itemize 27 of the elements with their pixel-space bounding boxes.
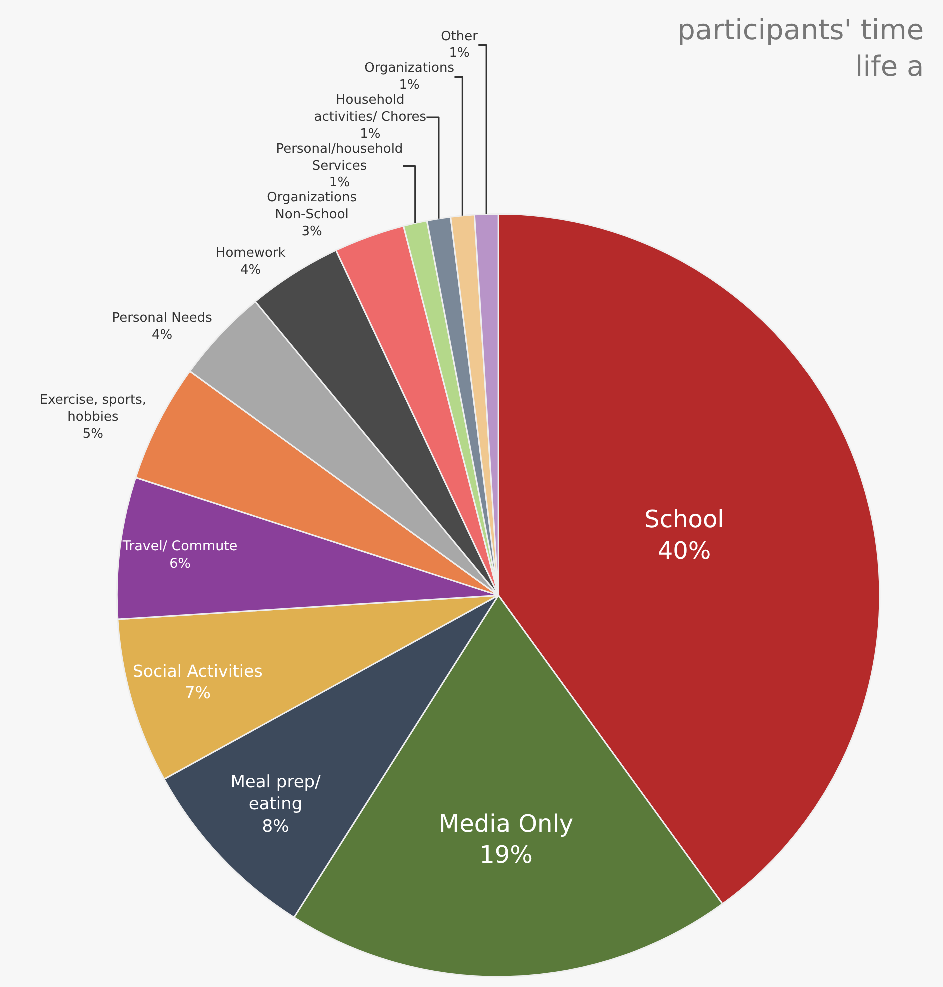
slice-label: Organizations [364, 61, 455, 76]
slice-label: School [644, 506, 724, 534]
slice-label: Personal/household Services [276, 142, 404, 174]
slice-label: Household activities/ Chores [314, 93, 427, 126]
slice-label: Organizations Non-School [267, 190, 358, 223]
chart-title: participants' time life a [678, 13, 924, 83]
data-label: 8% [262, 816, 290, 837]
data-label: 1% [449, 46, 470, 62]
data-label: 1% [329, 176, 350, 191]
data-label: 19% [480, 841, 533, 870]
slice-label: Personal Needs [112, 311, 213, 326]
slice-label: Media Only [438, 810, 574, 838]
slice-label: Travel/ Commute [122, 538, 238, 555]
data-label: 7% [184, 684, 212, 703]
data-label: 6% [170, 556, 192, 572]
slice-label: Other [441, 29, 479, 44]
slice-label: Meal prep/ eating [230, 772, 322, 815]
data-label: 3% [302, 224, 322, 240]
data-label: 1% [360, 126, 381, 142]
data-label: 4% [240, 263, 262, 278]
slice-label: Exercise, sports, hobbies [40, 393, 147, 425]
slice-label: Homework [216, 246, 286, 262]
data-label: 1% [399, 78, 420, 94]
data-label: 40% [658, 536, 712, 565]
slice-label: Social Activities [132, 662, 263, 682]
data-label: 4% [152, 328, 173, 343]
data-label: 5% [82, 426, 104, 442]
